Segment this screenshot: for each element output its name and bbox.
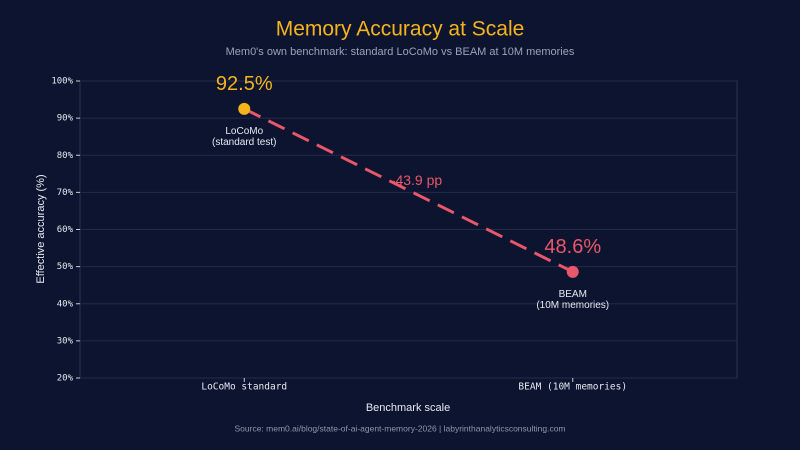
y-axis-label: Effective accuracy (%) bbox=[35, 174, 47, 283]
chart-title: Memory Accuracy at Scale bbox=[276, 18, 525, 41]
y-tick-label: 70% bbox=[57, 188, 74, 198]
point-label-line: (standard test) bbox=[212, 137, 276, 148]
chart-subtitle: Mem0's own benchmark: standard LoCoMo vs… bbox=[226, 46, 575, 58]
y-tick-label: 100% bbox=[51, 77, 73, 87]
point-label: BEAM (10M memories) bbox=[536, 289, 609, 311]
value-label: 92.5% bbox=[216, 73, 273, 95]
y-tick-label: 20% bbox=[57, 374, 74, 384]
y-tick-label: 60% bbox=[57, 225, 74, 235]
data-line bbox=[243, 107, 574, 274]
point-label-line: LoCoMo bbox=[225, 126, 263, 137]
point-label-line: (10M memories) bbox=[536, 300, 609, 311]
y-tick-label: 30% bbox=[57, 336, 74, 346]
data-point bbox=[238, 102, 251, 115]
data-point bbox=[566, 265, 579, 278]
point-label: LoCoMo (standard test) bbox=[212, 126, 276, 148]
y-tick-label: 40% bbox=[57, 299, 74, 309]
x-tick-label: LoCoMo standard bbox=[201, 382, 287, 393]
point-label-line: BEAM bbox=[559, 289, 587, 300]
x-tick-label: BEAM (10M memories) bbox=[518, 382, 627, 393]
x-axis-label: Benchmark scale bbox=[366, 402, 450, 414]
y-tick-label: 90% bbox=[57, 114, 74, 124]
value-label: 48.6% bbox=[544, 236, 601, 258]
annotation: -43.9 pp bbox=[391, 172, 443, 188]
y-tick-label: 50% bbox=[57, 262, 74, 272]
source-note: Source: mem0.ai/blog/state-of-ai-agent-m… bbox=[234, 423, 565, 433]
y-tick-label: 80% bbox=[57, 151, 74, 161]
